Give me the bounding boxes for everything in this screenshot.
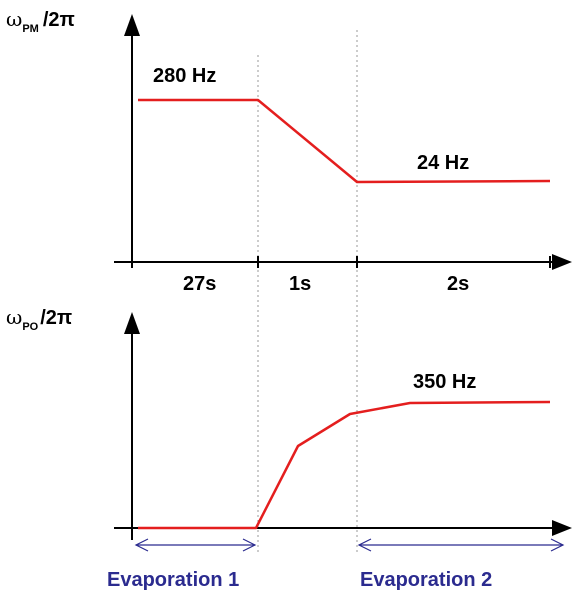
top-y-suffix: /2π [43,9,75,31]
label-350hz: 350 Hz [413,371,476,393]
evaporation-2-arrow [357,538,565,552]
bottom-x-axis-arrow [552,520,572,536]
label-24hz: 24 Hz [417,152,469,174]
segment-label-2s: 2s [447,273,469,295]
pm-frequency-curve [138,98,551,184]
bottom-y-axis-arrow [124,312,140,334]
po-frequency-curve [138,400,551,530]
omega-symbol: ω [6,7,22,31]
segment-label-1s: 1s [289,273,311,295]
top-y-axis-arrow [124,14,140,36]
omega-symbol: ω [6,305,22,329]
top-panel: ωPM/2π 280 Hz 24 Hz 27s 1s 2s [6,7,572,295]
bottom-y-suffix: /2π [40,307,72,329]
label-280hz: 280 Hz [153,65,216,87]
pm-subscript: PM [22,23,39,35]
evaporation-1-label: Evaporation 1 [107,569,239,591]
bottom-panel: ωPO/2π 350 Hz Evaporation 1 Evaporation … [6,305,572,591]
evaporation-2-label: Evaporation 2 [360,569,492,591]
po-subscript: PO [22,321,38,333]
evaporation-1-arrow [134,538,257,552]
bottom-y-label: ωPO/2π [6,305,72,333]
top-y-label: ωPM/2π [6,7,75,35]
segment-label-27s: 27s [183,273,216,295]
top-x-axis-arrow [552,254,572,270]
